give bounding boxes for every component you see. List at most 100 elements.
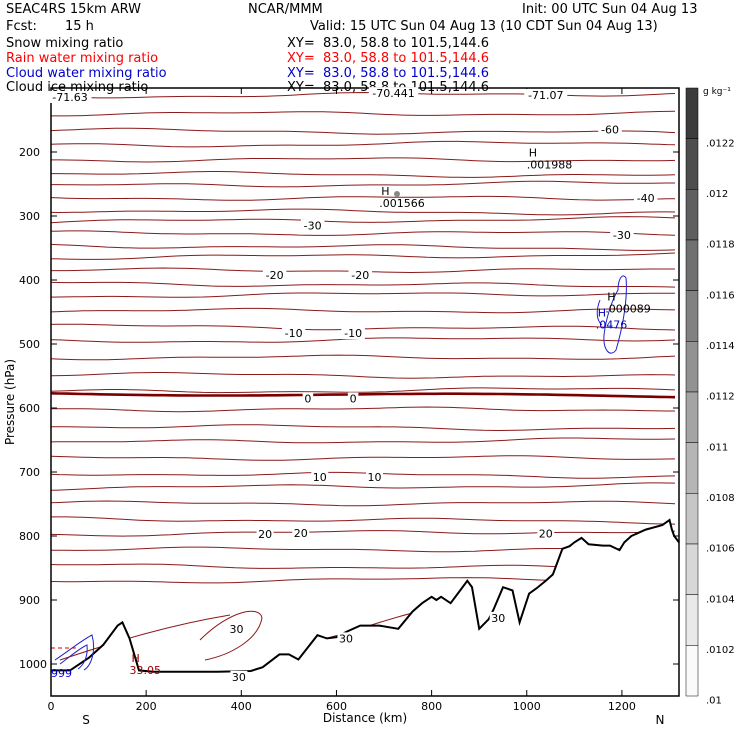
- x-tick-label: 1200: [608, 700, 636, 713]
- contour-label-bg: [281, 327, 306, 340]
- colorbar-segment: [685, 645, 699, 697]
- colorbar: .0122 .012 .0118 .0116 .0114 .0112 .011 .0108 .0…: [685, 87, 735, 707]
- contour-label-bg: [347, 392, 359, 405]
- y-tick-label: 700: [19, 466, 40, 479]
- header-center: NCAR/MMM: [248, 2, 323, 17]
- contour-label: -71.63: [52, 91, 87, 104]
- contour-label: 30: [339, 632, 353, 645]
- isotherm-line: [50, 482, 676, 491]
- isotherm-line: [51, 180, 675, 188]
- isotherm-line: [50, 530, 676, 537]
- isotherm-line: [50, 230, 676, 236]
- field-cloudwater-xy: XY= 83.0, 58.8 to 101.5,144.6: [287, 66, 490, 81]
- colorbar-segment: [685, 543, 699, 595]
- contour-label-bg: [256, 528, 274, 541]
- colorbar-label: .0102: [706, 645, 735, 656]
- y-tick-label: 300: [19, 210, 40, 223]
- isotherm-30-left: [59, 614, 231, 661]
- x-axis-label: Distance (km): [323, 711, 407, 725]
- isotherm-line: [51, 157, 676, 163]
- extremum-mark: H: [598, 306, 606, 319]
- colorbar-segment: [685, 87, 699, 139]
- field-snow-name: Snow mixing ratio: [6, 36, 124, 51]
- colorbar-segment: [685, 138, 699, 190]
- colorbar-label: .0114: [706, 341, 735, 352]
- colorbar-label: .0118: [706, 240, 735, 251]
- contour-label: -30: [613, 229, 631, 242]
- extremum-value: .0476: [596, 318, 628, 331]
- isotherm-line: [50, 500, 676, 507]
- field-cloudwater-name: Cloud water mixing ratio: [6, 66, 167, 81]
- x-tick-label: 1000: [513, 700, 541, 713]
- contour-label: 30: [230, 623, 244, 636]
- extremum-mark: H: [607, 290, 615, 303]
- terrain-fill: [51, 520, 679, 696]
- x-tick-label: 200: [136, 700, 157, 713]
- isotherm-line: [50, 372, 676, 379]
- extremum-value: 999: [51, 667, 72, 680]
- contour-label-bg: [292, 526, 310, 539]
- contour-label-bg: [633, 192, 658, 205]
- contour-label-bg: [537, 527, 555, 540]
- field-rain-name: Rain water mixing ratio: [6, 51, 159, 66]
- y-tick-label: 800: [19, 530, 40, 543]
- isotherm-line: [50, 216, 676, 224]
- y-tick-label: 200: [19, 146, 40, 159]
- header-fcst-value: 15 h: [65, 19, 94, 34]
- cloud-water-contours: [51, 275, 627, 671]
- contour-label: 0: [350, 392, 357, 405]
- header-fcst-label: Fcst:: [6, 19, 37, 34]
- colorbar-segment: [685, 290, 699, 342]
- field-snow-xy: XY= 83.0, 58.8 to 101.5,144.6: [287, 36, 490, 51]
- isotherm-line: [50, 243, 676, 251]
- isotherm-line: [50, 281, 676, 288]
- contour-label: -10: [344, 327, 362, 340]
- colorbar-segment: [685, 493, 699, 545]
- isotherm-line: [50, 127, 676, 135]
- contour-label: -10: [285, 327, 303, 340]
- isotherm-line: [50, 406, 675, 413]
- cloud-water-contour: [596, 299, 603, 326]
- y-tick-label: 1000: [19, 658, 47, 671]
- extremum-mark: H: [529, 146, 537, 159]
- colorbar-label: .0122: [706, 138, 735, 149]
- colorbar-label: .012: [706, 189, 728, 200]
- isotherm-line: [51, 516, 676, 525]
- extremum-value: .001988: [527, 158, 573, 171]
- contour-label-bg: [368, 87, 419, 100]
- colorbar-segment: [685, 239, 699, 291]
- x-end-label-right: N: [656, 713, 665, 727]
- header-valid: Valid: 15 UTC Sun 04 Aug 13 (10 CDT Sun …: [310, 19, 658, 34]
- isotherm-line: [50, 437, 676, 444]
- x-tick-label: 600: [326, 700, 347, 713]
- x-tick-label: 800: [421, 700, 442, 713]
- colorbar-segment: [685, 442, 699, 494]
- contour-label: 10: [313, 471, 327, 484]
- terrain-line: [51, 518, 680, 673]
- contour-label: -20: [351, 269, 369, 282]
- contour-label-bg: [598, 123, 622, 136]
- isotherm-30-loop: [199, 610, 263, 661]
- isotherm-line: [50, 91, 676, 99]
- x-tick-label: 0: [48, 700, 55, 713]
- plot-border: [50, 87, 680, 697]
- contour-label: 20: [539, 527, 553, 540]
- header-init: Init: 00 UTC Sun 04 Aug 13: [522, 2, 698, 17]
- isotherm-line: [50, 195, 676, 201]
- y-axis-label: Pressure (hPa): [3, 359, 17, 445]
- cloud-water-contour: [54, 634, 95, 671]
- x-tick-label: 400: [231, 700, 252, 713]
- contour-label-bg: [48, 90, 92, 103]
- contour-label-bg: [366, 471, 384, 484]
- isotherm-line: [50, 354, 676, 361]
- y-tick-label: 500: [19, 338, 40, 351]
- contour-label-bg: [311, 471, 329, 484]
- max-marker: [394, 191, 400, 197]
- colorbar-label: .0116: [706, 290, 735, 301]
- plot-frame: [50, 87, 680, 697]
- x-end-label-left: S: [82, 713, 90, 727]
- colorbar-segment: [685, 341, 699, 393]
- contour-label: 20: [258, 528, 272, 541]
- isotherm-line: [50, 307, 676, 314]
